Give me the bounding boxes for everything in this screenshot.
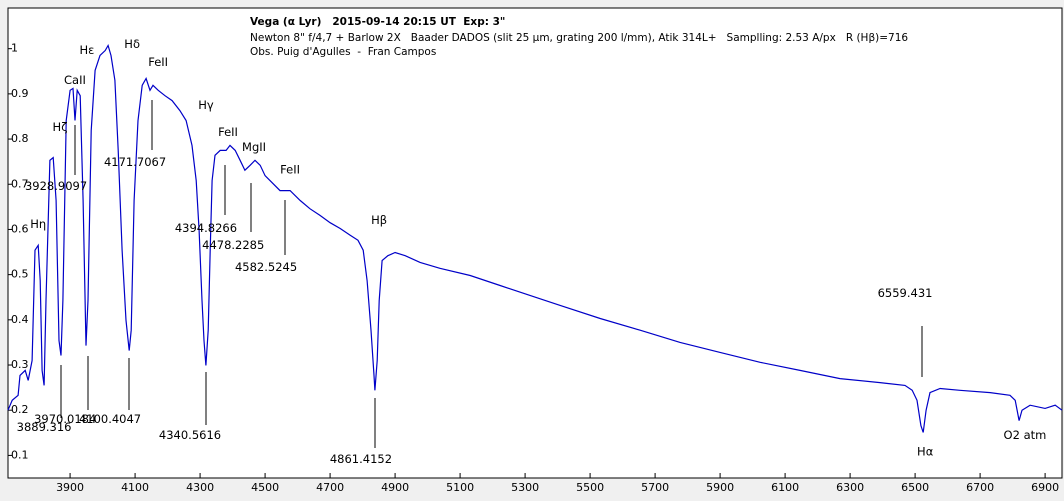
y-tick-label: 0.8 xyxy=(11,132,29,145)
y-tick-label: 0.3 xyxy=(11,358,29,371)
annotation: O2 atm xyxy=(1004,428,1047,442)
y-tick-label: 0.2 xyxy=(11,403,29,416)
annotation: Hδ xyxy=(124,37,140,51)
annotation: 4340.5616 xyxy=(159,428,221,442)
y-tick-label: 0.5 xyxy=(11,268,29,281)
annotation: FeII xyxy=(280,163,300,177)
annotation: 4478.2285 xyxy=(202,238,264,252)
annotation: Hζ xyxy=(53,120,68,134)
annotation: 4100.4047 xyxy=(79,412,141,426)
annotation: 4171.7067 xyxy=(104,155,166,169)
x-tick-label: 3900 xyxy=(56,481,84,494)
y-tick-label: 0.1 xyxy=(11,448,29,461)
y-tick-label: 1 xyxy=(11,42,18,55)
spectrum-line xyxy=(7,43,1063,433)
x-tick-label: 4700 xyxy=(316,481,344,494)
annotation: 4582.5245 xyxy=(235,260,297,274)
x-tick-label: 5300 xyxy=(511,481,539,494)
x-tick-label: 5500 xyxy=(576,481,604,494)
x-tick-label: 4100 xyxy=(121,481,149,494)
y-tick-label: 0.9 xyxy=(11,87,29,100)
annotation: FeII xyxy=(218,125,238,139)
annotation: 4861.4152 xyxy=(330,452,392,466)
x-tick-label: 6100 xyxy=(771,481,799,494)
x-tick-label: 4300 xyxy=(186,481,214,494)
marker-lines xyxy=(60,100,923,448)
annotation: MgII xyxy=(242,140,266,154)
annotation: CaII xyxy=(64,73,86,87)
annotation: Hε xyxy=(80,43,95,57)
annotation: 3928.9097 xyxy=(25,179,87,193)
y-tick-label: 0.4 xyxy=(11,313,29,326)
x-tick-label: 4900 xyxy=(381,481,409,494)
x-tick-label: 6900 xyxy=(1031,481,1059,494)
annotation: 4394.8266 xyxy=(175,221,237,235)
x-tick-label: 5100 xyxy=(446,481,474,494)
plot-area xyxy=(7,7,1063,479)
y-tick-label: 0.6 xyxy=(11,222,29,235)
y-tick-label: 0.7 xyxy=(11,177,29,190)
x-tick-label: 5900 xyxy=(706,481,734,494)
chart-subtitle: Obs. Puig d'Agulles - Fran Campos xyxy=(250,46,436,58)
annotation: Hα xyxy=(917,445,934,459)
x-tick-label: 6700 xyxy=(966,481,994,494)
chart-subtitle: Newton 8" f/4,7 + Barlow 2X Baader DADOS… xyxy=(250,32,908,44)
annotation: 3889.316 xyxy=(17,420,72,434)
x-tick-label: 6500 xyxy=(901,481,929,494)
annotation: 3970.0184 xyxy=(34,412,96,426)
annotation: Hγ xyxy=(198,98,214,112)
chart-title: Vega (α Lyr) 2015-09-14 20:15 UT Exp: 3" xyxy=(250,16,505,28)
x-tick-label: 5700 xyxy=(641,481,669,494)
annotation: FeII xyxy=(148,55,168,69)
x-tick-label: 4500 xyxy=(251,481,279,494)
annotation: 6559.431 xyxy=(878,286,933,300)
annotation: Hβ xyxy=(371,213,387,227)
x-tick-label: 6300 xyxy=(836,481,864,494)
annotation: Hη xyxy=(30,217,46,231)
